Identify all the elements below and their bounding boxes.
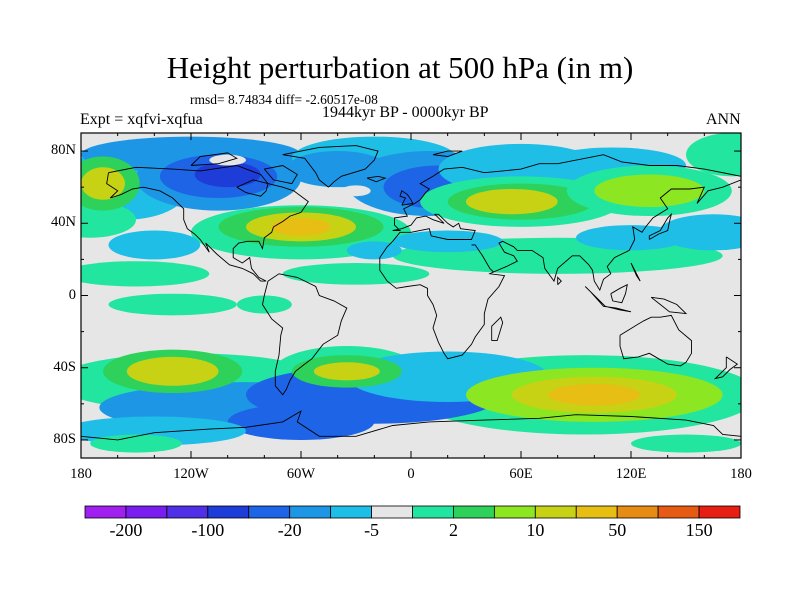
- colorbar-swatch: [534, 505, 577, 519]
- axis-ticks: [80, 133, 742, 458]
- colorbar-swatch: [289, 505, 332, 519]
- coastline-svalbard: [432, 150, 463, 157]
- contour-region: [392, 230, 503, 253]
- x-tick-label: 120E: [615, 466, 647, 482]
- contour-region: [90, 434, 182, 453]
- coastline-australia: [619, 314, 692, 367]
- contour-region: [209, 154, 247, 166]
- contour-region: [108, 230, 201, 260]
- contour-region: [631, 434, 741, 453]
- contour-region: [313, 362, 380, 381]
- coastline-new-guinea: [650, 296, 688, 315]
- colorbar-label: -20: [277, 520, 302, 540]
- colorbar-swatch: [166, 505, 209, 519]
- contour-region: [108, 293, 237, 316]
- colorbar-swatch: [125, 505, 168, 519]
- colorbar-swatch: [248, 505, 291, 519]
- contour-region: [341, 185, 371, 197]
- y-tick-label: 80S: [53, 430, 76, 447]
- colorbar-swatch: [698, 505, 741, 519]
- coastline-uk: [399, 190, 414, 206]
- x-tick-label: 60E: [509, 466, 533, 482]
- height-field: [81, 133, 741, 458]
- colorbar-label: -200: [109, 520, 143, 540]
- x-tick-label: 180: [70, 466, 92, 482]
- x-tick-label: 180: [730, 466, 752, 482]
- contour-region: [194, 161, 261, 188]
- coastline-new-zealand: [713, 356, 739, 380]
- colorbar-label: 10: [526, 520, 545, 540]
- colorbar-label: 50: [608, 520, 627, 540]
- season-label: ANN: [706, 111, 741, 128]
- x-tick-label: 0: [407, 466, 415, 482]
- coastline-south-america: [262, 273, 348, 396]
- colorbar-swatch: [412, 505, 454, 519]
- colorbar-swatch: [493, 505, 536, 519]
- experiment-label: Expt = xqfvi-xqfua: [80, 111, 203, 128]
- colorbar-swatch: [657, 505, 700, 519]
- y-tick-label: 80N: [51, 142, 76, 159]
- contour-region: [81, 261, 210, 287]
- coastline-sri-lanka: [557, 276, 562, 286]
- map-title: Height perturbation at 500 hPa (in m): [166, 50, 634, 85]
- coastline-hudson-bay: [236, 179, 269, 197]
- coastline-arabia-sea: [471, 244, 494, 273]
- colorbar-label: 2: [448, 520, 458, 540]
- coastlines: [81, 145, 741, 441]
- stats-label: rmsd= 8.74834 diff= -2.60517e-08: [190, 92, 378, 107]
- coastline-baffin: [263, 165, 298, 185]
- coastline-japan: [648, 212, 673, 240]
- coastline-iceland: [366, 175, 387, 183]
- colorbar-swatch: [207, 505, 250, 519]
- contour-region: [271, 217, 331, 236]
- contour-region: [466, 188, 558, 215]
- coastline-philippines: [630, 262, 641, 282]
- period-label: 1944kyr BP - 0000kyr BP: [322, 104, 489, 121]
- contour-region: [81, 167, 125, 200]
- colorbar-label: 150: [685, 520, 713, 540]
- coastline-indonesia: [584, 286, 632, 313]
- y-tick-label: 40N: [51, 214, 76, 231]
- contour-region: [282, 263, 430, 285]
- x-tick-label: 120W: [173, 466, 209, 482]
- coastline-north-america: [106, 165, 309, 282]
- contour-region: [548, 383, 641, 406]
- contour-region: [236, 295, 292, 314]
- x-tick-label: 60W: [286, 466, 316, 482]
- colorbar-swatch: [575, 505, 618, 519]
- contour-region: [594, 174, 705, 208]
- colorbar-swatch: [330, 505, 372, 519]
- contour-region: [686, 133, 741, 177]
- colorbar-label: -100: [191, 520, 225, 540]
- contour-region: [346, 241, 402, 260]
- y-tick-label: 0: [68, 286, 76, 303]
- coastline-borneo: [610, 283, 628, 304]
- colorbar-swatch: [453, 505, 495, 519]
- coastline-madagascar: [491, 316, 504, 342]
- colorbar-swatch: [84, 505, 127, 519]
- contour-region: [227, 403, 375, 440]
- coastline-eurasia-africa: [379, 154, 741, 360]
- contour-region: [81, 201, 136, 238]
- colorbar-swatch: [371, 505, 413, 519]
- contour-region: [126, 356, 219, 386]
- coastline-arctic-islands: [190, 152, 238, 166]
- coastline-greenland: [282, 145, 379, 188]
- colorbar-swatch: [616, 505, 659, 519]
- colorbar-label: -5: [364, 520, 380, 540]
- colorbar: [84, 505, 741, 519]
- coastline-antarctica: [81, 410, 741, 441]
- y-tick-label: 40S: [53, 358, 76, 375]
